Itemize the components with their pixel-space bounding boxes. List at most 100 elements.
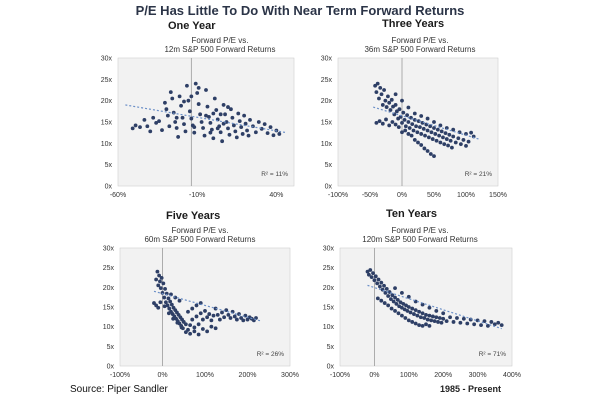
x-tick-label: -100% <box>328 192 348 199</box>
data-point <box>223 112 227 117</box>
data-point <box>458 320 463 325</box>
y-tick-label: 10x <box>323 324 335 331</box>
data-point <box>201 126 205 130</box>
data-point <box>162 304 167 309</box>
data-point <box>186 309 190 314</box>
data-point <box>386 294 391 298</box>
data-point <box>160 128 164 133</box>
data-point <box>142 117 147 122</box>
panel-ten-years: Ten Years Forward P/E vs. 120m S&P 500 F… <box>300 206 540 386</box>
data-point <box>180 115 185 120</box>
data-point <box>391 299 396 304</box>
data-point <box>413 321 418 326</box>
data-point <box>163 287 167 291</box>
data-point <box>208 120 213 125</box>
y-tick-label: 10x <box>103 324 115 331</box>
data-point <box>241 318 246 323</box>
data-point <box>408 310 413 315</box>
data-point <box>233 129 238 134</box>
data-point <box>386 94 390 99</box>
data-point <box>208 130 213 135</box>
data-point <box>412 111 417 116</box>
panel-title: One Year <box>168 20 216 32</box>
data-point <box>411 128 416 133</box>
data-point <box>228 316 233 320</box>
y-tick-label: 5x <box>105 162 113 169</box>
data-point <box>400 120 404 125</box>
data-point <box>169 302 174 307</box>
data-point <box>432 120 436 124</box>
y-tick-label: 5x <box>327 344 335 351</box>
y-tick-label: 15x <box>323 305 335 312</box>
data-point <box>469 130 474 135</box>
data-point <box>406 120 411 124</box>
data-point <box>420 302 425 307</box>
trend-line <box>125 104 287 134</box>
data-point <box>444 126 449 130</box>
data-point <box>435 127 440 132</box>
data-point <box>419 143 424 147</box>
data-point <box>130 126 135 131</box>
data-point <box>398 300 403 305</box>
data-point <box>268 125 273 130</box>
data-point <box>374 120 379 125</box>
data-point <box>188 323 193 327</box>
data-point <box>389 97 394 102</box>
data-point <box>211 111 216 116</box>
data-point <box>200 327 205 331</box>
data-point <box>406 305 411 309</box>
r-squared-label: R² = 26% <box>257 351 284 358</box>
x-tick-label: 200% <box>434 372 452 379</box>
data-point <box>227 132 232 137</box>
data-point <box>499 323 504 327</box>
data-point <box>229 107 233 112</box>
data-point <box>189 94 194 99</box>
data-point <box>218 112 223 117</box>
data-point <box>387 123 392 128</box>
data-point <box>432 126 436 130</box>
data-point <box>277 132 282 136</box>
data-point <box>400 305 404 310</box>
data-point <box>418 125 422 130</box>
data-point <box>164 107 169 112</box>
data-point <box>195 91 200 95</box>
data-point <box>198 112 203 117</box>
data-point <box>174 115 179 120</box>
data-point <box>458 142 463 147</box>
data-point <box>196 102 201 106</box>
data-point <box>393 295 397 300</box>
data-point <box>496 320 501 325</box>
data-point <box>421 126 426 131</box>
y-tick-label: 20x <box>103 285 115 292</box>
data-point <box>186 98 191 103</box>
data-point <box>448 138 453 143</box>
data-point <box>234 317 239 322</box>
data-point <box>412 138 417 142</box>
data-point <box>205 104 210 109</box>
plot-area <box>339 247 513 367</box>
data-point <box>242 113 247 118</box>
data-point <box>461 138 466 142</box>
data-point <box>158 300 163 305</box>
data-point <box>192 329 197 334</box>
data-point <box>427 323 432 328</box>
data-point <box>215 312 220 317</box>
data-point <box>419 114 424 118</box>
data-point <box>402 117 407 122</box>
x-tick-label: -10% <box>189 192 205 199</box>
r-squared-label: R² = 21% <box>465 171 492 178</box>
data-point <box>382 88 386 92</box>
data-point <box>376 277 381 282</box>
data-point <box>193 81 198 86</box>
data-point <box>177 298 182 303</box>
data-point <box>262 122 267 127</box>
data-point <box>226 105 230 109</box>
data-point <box>171 316 176 321</box>
x-tick-label: 200% <box>239 372 257 379</box>
data-point <box>394 301 399 306</box>
data-point <box>168 90 173 95</box>
data-point <box>403 124 408 129</box>
data-point <box>425 128 430 133</box>
data-point <box>187 109 192 114</box>
data-point <box>167 124 172 129</box>
